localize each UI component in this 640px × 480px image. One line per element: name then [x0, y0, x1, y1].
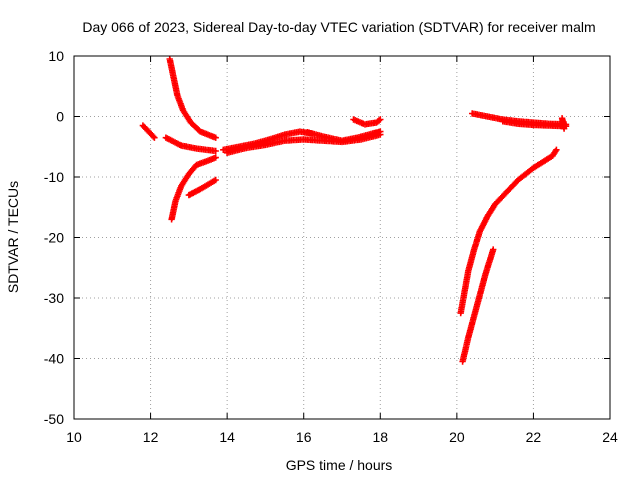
data-point-marker	[212, 154, 219, 161]
y-tick-label: -10	[44, 169, 64, 185]
data-point-marker	[490, 246, 497, 253]
x-tick-label: 12	[143, 429, 159, 445]
data-point-marker	[553, 146, 560, 153]
y-tick-label: -50	[44, 411, 64, 427]
data-point-marker	[377, 128, 384, 135]
series-arc-h	[304, 128, 384, 144]
grid-layer	[74, 56, 610, 419]
x-tick-label: 10	[66, 429, 82, 445]
y-tick-label: -30	[44, 290, 64, 306]
series-arc-k	[459, 246, 497, 365]
axes-layer: 10 12 14 16 18 20 22 24 10 0 -10 -20 -30 -40 -50	[44, 48, 618, 445]
plot-frame	[73, 55, 611, 420]
series-arc-n	[558, 115, 568, 132]
chart-title: Day 066 of 2023, Sidereal Day-to-day VTE…	[82, 19, 595, 35]
x-tick-label: 14	[219, 429, 235, 445]
series-arc-c	[162, 134, 219, 155]
y-tick-label: -20	[44, 230, 64, 246]
data-point-marker	[150, 133, 157, 140]
x-axis-label: GPS time / hours	[286, 457, 393, 473]
x-tick-label: 16	[296, 429, 312, 445]
series-arc-i	[350, 116, 384, 128]
data-point-marker	[560, 125, 568, 132]
x-tick-label: 20	[449, 429, 465, 445]
series-arc-j	[457, 146, 560, 317]
y-axis-label: SDTVAR / TECUs	[5, 181, 21, 293]
series-arc-b	[166, 55, 219, 141]
series-arc-d	[168, 154, 219, 223]
x-tick-label: 18	[372, 429, 388, 445]
data-point-marker	[212, 176, 219, 184]
series-arc-e	[185, 176, 219, 199]
y-tick-label: 10	[48, 48, 64, 64]
x-tick-label: 22	[526, 429, 542, 445]
series-arc-a	[139, 122, 158, 141]
y-tick-label: 0	[56, 109, 64, 125]
data-point-marker	[212, 134, 219, 141]
data-point-marker	[212, 147, 219, 155]
data-point-marker	[375, 117, 383, 124]
y-tick-label: -40	[44, 351, 64, 367]
x-tick-label: 24	[602, 429, 618, 445]
data-series-layer	[139, 55, 570, 365]
data-point-marker	[151, 134, 158, 141]
data-point-marker	[377, 116, 384, 123]
